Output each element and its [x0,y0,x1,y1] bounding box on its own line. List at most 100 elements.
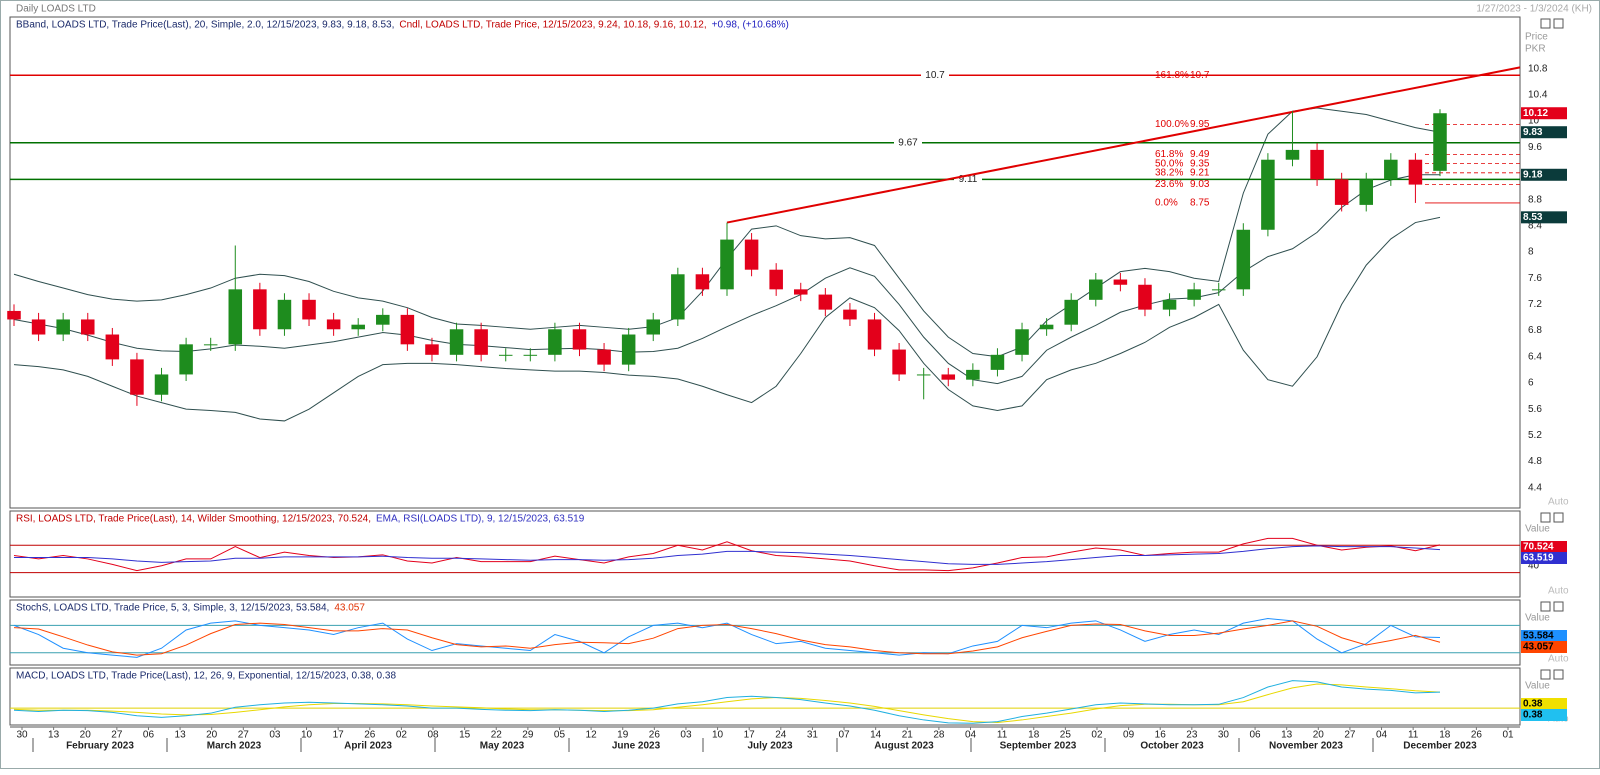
x-tick-label: 20 [1313,730,1325,741]
panel-close[interactable] [1553,669,1564,680]
x-tick-label: 13 [1281,730,1293,741]
panel-close[interactable] [1553,601,1564,612]
y-tick-label: 5.6 [1528,404,1542,415]
candle-body [1015,329,1029,355]
last-value-label: 43.057 [1523,642,1554,653]
panel-frame [9,667,1521,726]
x-tick-label: 12 [586,730,598,741]
indicator-legend: +0.98, (+10.68%) [712,20,789,31]
y-tick-label: 7.6 [1528,273,1542,284]
x-tick-label: 26 [649,730,661,741]
y-tick-label: 6 [1528,378,1534,389]
indicator-legend: BBand, LOADS LTD, Trade Price(Last), 20,… [16,20,394,31]
y-tick-label: 4.4 [1528,482,1542,493]
last-value-marker [1521,709,1567,721]
month-label: May 2023 [480,741,525,752]
month-label: August 2023 [874,741,934,752]
axis-label: PKR [1525,44,1546,55]
last-value-label: 53.584 [1523,631,1554,642]
y-tick-label: 8 [1528,247,1534,258]
x-tick-label: 19 [617,730,629,741]
scale-mode: Auto [1548,586,1569,597]
candle-body [228,289,243,345]
candle-body [1408,159,1423,185]
candle-body [498,354,513,356]
month-label: February 2023 [66,741,134,752]
level-label-bg [921,69,949,82]
axis-label: Value [1525,613,1550,624]
candle-body [892,349,906,375]
candle-body [1187,289,1201,300]
candle-body [867,319,882,350]
fib-percent: 38.2% [1155,167,1183,178]
x-tick-label: 04 [965,730,977,741]
month-label: October 2023 [1140,741,1204,752]
last-value-marker [1521,211,1567,224]
candle-body [425,344,439,355]
candle-body [793,289,808,295]
candle-body [1211,289,1226,291]
candle-body [843,309,857,320]
candle-body [1334,179,1349,205]
x-tick-label: 02 [396,730,408,741]
last-value-label: 0.38 [1523,699,1543,710]
x-tick-label: 03 [680,730,692,741]
panel-minimize[interactable] [1540,512,1551,523]
candle-body [941,374,956,380]
panel-close[interactable] [1553,18,1564,29]
level-label: 9.11 [959,174,978,185]
panel-close[interactable] [1553,512,1564,523]
candle-body [474,329,488,355]
candle-body [302,299,316,320]
indicator-line [14,545,1441,565]
indicator-line [13,680,1441,724]
y-tick-label: 5.2 [1528,430,1542,441]
month-label: March 2023 [207,741,262,752]
month-label: September 2023 [1000,741,1077,752]
last-value-label: 9.18 [1523,169,1543,180]
candle-body [769,269,783,290]
x-tick-label: 14 [870,730,882,741]
candle-body [990,354,1005,370]
candle-body [376,314,390,325]
candle-body [1113,279,1128,285]
x-tick-label: 01 [1502,730,1514,741]
panel-minimize[interactable] [1540,669,1551,680]
candle-body [203,344,218,346]
candle-body [130,359,144,395]
x-tick-label: 16 [1155,730,1167,741]
candle-body [646,319,661,335]
candle-body [1236,229,1251,290]
panel-frame [9,510,1521,598]
x-tick-label: 31 [807,730,819,741]
x-tick-label: 06 [143,730,155,741]
fib-value: 9.21 [1190,167,1210,178]
indicator-legend: Cndl, LOADS LTD, Trade Price, 12/15/2023… [399,20,706,31]
indicator-legend: RSI, LOADS LTD, Trade Price(Last), 14, W… [16,514,371,525]
x-tick-label: 07 [838,730,850,741]
month-label: July 2023 [747,741,792,752]
window-range: 1/27/2023 - 1/3/2024 (KH) [1476,4,1592,15]
last-value-marker [1521,168,1567,181]
x-tick-label: 03 [269,730,281,741]
candle-body [695,274,710,290]
last-value-marker [1521,126,1567,139]
panel-minimize[interactable] [1540,601,1551,612]
scale-mode: Auto [1548,497,1569,508]
x-tick-label: 18 [1028,730,1040,741]
axis-label: Value [1525,681,1550,692]
x-tick-label: 26 [1471,730,1483,741]
x-tick-label: 13 [48,730,60,741]
fib-percent: 50.0% [1155,158,1183,169]
last-value-marker [1521,107,1567,120]
candle-body [1359,179,1374,205]
last-value-label: 10.12 [1523,108,1548,119]
last-value-label: 0.38 [1523,710,1543,721]
candle-body [671,274,685,320]
panel-minimize[interactable] [1540,18,1551,29]
candle-body [744,239,759,270]
y-tick-label: 8.8 [1528,194,1542,205]
candle-body [253,289,267,330]
candle-body [572,329,587,350]
